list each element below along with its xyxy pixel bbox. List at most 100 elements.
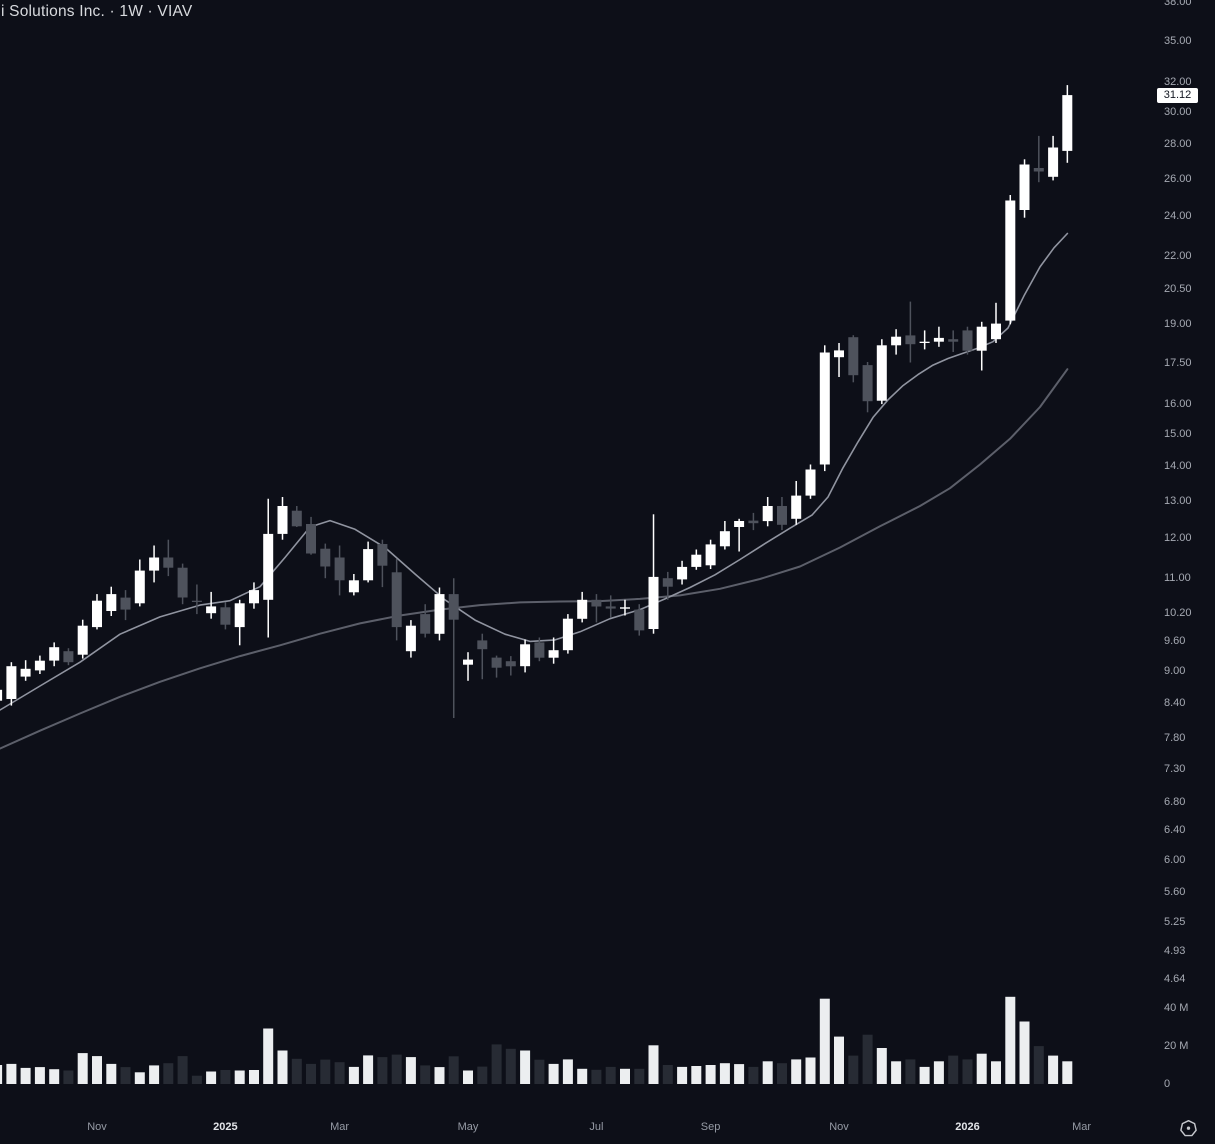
time-axis[interactable]: Nov 2025 Mar May Jul Sep Nov 2026 Mar bbox=[0, 1108, 1215, 1142]
volume-bar bbox=[163, 1063, 174, 1084]
candle-body bbox=[206, 606, 217, 614]
volume-bar bbox=[1019, 1021, 1030, 1084]
volume-bar bbox=[63, 1070, 74, 1084]
candle-body bbox=[819, 352, 830, 465]
candle-body bbox=[106, 594, 117, 611]
volume-bar bbox=[862, 1034, 873, 1084]
volume-tick-label: 0 bbox=[1164, 1078, 1171, 1090]
candle-body bbox=[277, 506, 288, 534]
volume-bar bbox=[962, 1059, 973, 1084]
volume-bar bbox=[92, 1056, 102, 1084]
candle-body bbox=[134, 570, 145, 604]
volume-bar bbox=[591, 1069, 602, 1084]
candle-body bbox=[605, 606, 616, 609]
volume-bar bbox=[320, 1059, 331, 1084]
candle-body bbox=[1062, 95, 1073, 151]
volume-bar bbox=[748, 1066, 759, 1084]
volume-bar bbox=[6, 1063, 17, 1084]
volume-bar bbox=[234, 1070, 245, 1084]
candle-body bbox=[548, 650, 559, 658]
time-tick-label: Jul bbox=[589, 1121, 604, 1133]
symbol-title[interactable]: i Solutions Inc. · 1W · VIAV bbox=[1, 3, 193, 20]
volume-bar bbox=[876, 1048, 887, 1084]
chart-pane[interactable] bbox=[0, 0, 1150, 1142]
price-tick-label: 17.50 bbox=[1164, 356, 1192, 369]
price-tick-label: 19.00 bbox=[1164, 318, 1192, 331]
candle-body bbox=[705, 544, 716, 566]
candle-body bbox=[762, 506, 773, 522]
candle-body bbox=[534, 642, 545, 658]
volume-bar bbox=[1062, 1061, 1073, 1084]
price-tick-label: 13.00 bbox=[1164, 494, 1192, 507]
last-price-label: 31.12 bbox=[1157, 87, 1198, 103]
candle-body bbox=[348, 580, 359, 593]
candle-body bbox=[334, 557, 345, 581]
price-axis[interactable]: 38.00 35.00 32.00 30.00 28.00 26.00 24.00 22.00… bbox=[1150, 0, 1215, 1142]
candle-body bbox=[377, 544, 388, 566]
candle-body bbox=[620, 607, 630, 609]
volume-bar bbox=[434, 1067, 445, 1084]
price-tick-label: 7.30 bbox=[1164, 762, 1186, 775]
volume-bar bbox=[363, 1055, 374, 1084]
price-tick-label: 30.00 bbox=[1164, 106, 1192, 119]
price-tick-label: 6.80 bbox=[1164, 795, 1186, 808]
candle-body bbox=[220, 607, 231, 625]
candle-body bbox=[1019, 164, 1030, 210]
candle-body bbox=[919, 341, 930, 343]
volume-bar bbox=[719, 1063, 730, 1084]
volume-bar bbox=[49, 1069, 60, 1084]
candle-body bbox=[6, 666, 17, 699]
time-tick-label: Mar bbox=[330, 1121, 350, 1133]
price-tick-label: 5.25 bbox=[1164, 915, 1186, 928]
price-tick-label: 10.20 bbox=[1164, 607, 1192, 620]
volume-bar bbox=[1005, 996, 1016, 1084]
moving-averages bbox=[0, 232, 1069, 750]
candle-body bbox=[291, 510, 302, 527]
price-tick-label: 22.00 bbox=[1164, 250, 1192, 263]
volume-bar bbox=[620, 1068, 630, 1084]
candle-body bbox=[505, 661, 516, 667]
candle-body bbox=[520, 644, 531, 667]
volume-bar bbox=[34, 1067, 45, 1084]
volume-bar bbox=[605, 1066, 616, 1084]
price-tick-label: 6.40 bbox=[1164, 823, 1186, 836]
volume-bar bbox=[477, 1066, 488, 1084]
volume-bar bbox=[691, 1066, 702, 1084]
candle-body bbox=[0, 689, 3, 701]
volume-bar bbox=[106, 1063, 117, 1084]
price-tick-label: 6.00 bbox=[1164, 853, 1186, 866]
price-tick-label: 38.00 bbox=[1164, 0, 1192, 9]
candle-body bbox=[63, 651, 74, 663]
candle-body bbox=[948, 339, 959, 342]
volume-bar bbox=[405, 1057, 416, 1084]
candle-body bbox=[862, 365, 873, 402]
price-tick-label: 9.00 bbox=[1164, 665, 1186, 678]
candle-body bbox=[591, 599, 602, 607]
candle-body bbox=[976, 326, 987, 351]
volume-bar bbox=[177, 1056, 188, 1084]
price-tick-label: 15.00 bbox=[1164, 428, 1192, 441]
volume-bar bbox=[534, 1059, 545, 1084]
volume-bar bbox=[948, 1055, 959, 1084]
time-tick-year-label: 2026 bbox=[955, 1121, 980, 1133]
volume-bar bbox=[277, 1050, 288, 1084]
volume-bar bbox=[377, 1057, 388, 1084]
candle-body bbox=[49, 647, 60, 661]
time-tick-label: Mar bbox=[1072, 1121, 1092, 1133]
candle-body bbox=[363, 549, 374, 581]
candle-body bbox=[1048, 147, 1059, 177]
volume-bar bbox=[149, 1065, 160, 1084]
candle-body bbox=[834, 350, 844, 358]
candle-body bbox=[463, 659, 473, 665]
volume-bar bbox=[263, 1028, 274, 1084]
candle-body bbox=[420, 614, 431, 634]
price-tick-label: 11.00 bbox=[1164, 572, 1191, 585]
price-tick-label: 14.00 bbox=[1164, 460, 1192, 473]
axis-settings-gear-icon[interactable] bbox=[1176, 1116, 1201, 1141]
volume-bar bbox=[648, 1045, 659, 1084]
volume-bar bbox=[0, 1065, 3, 1084]
candle-body bbox=[77, 625, 88, 655]
volume-bar bbox=[577, 1068, 588, 1084]
price-tick-label: 9.60 bbox=[1164, 635, 1186, 648]
